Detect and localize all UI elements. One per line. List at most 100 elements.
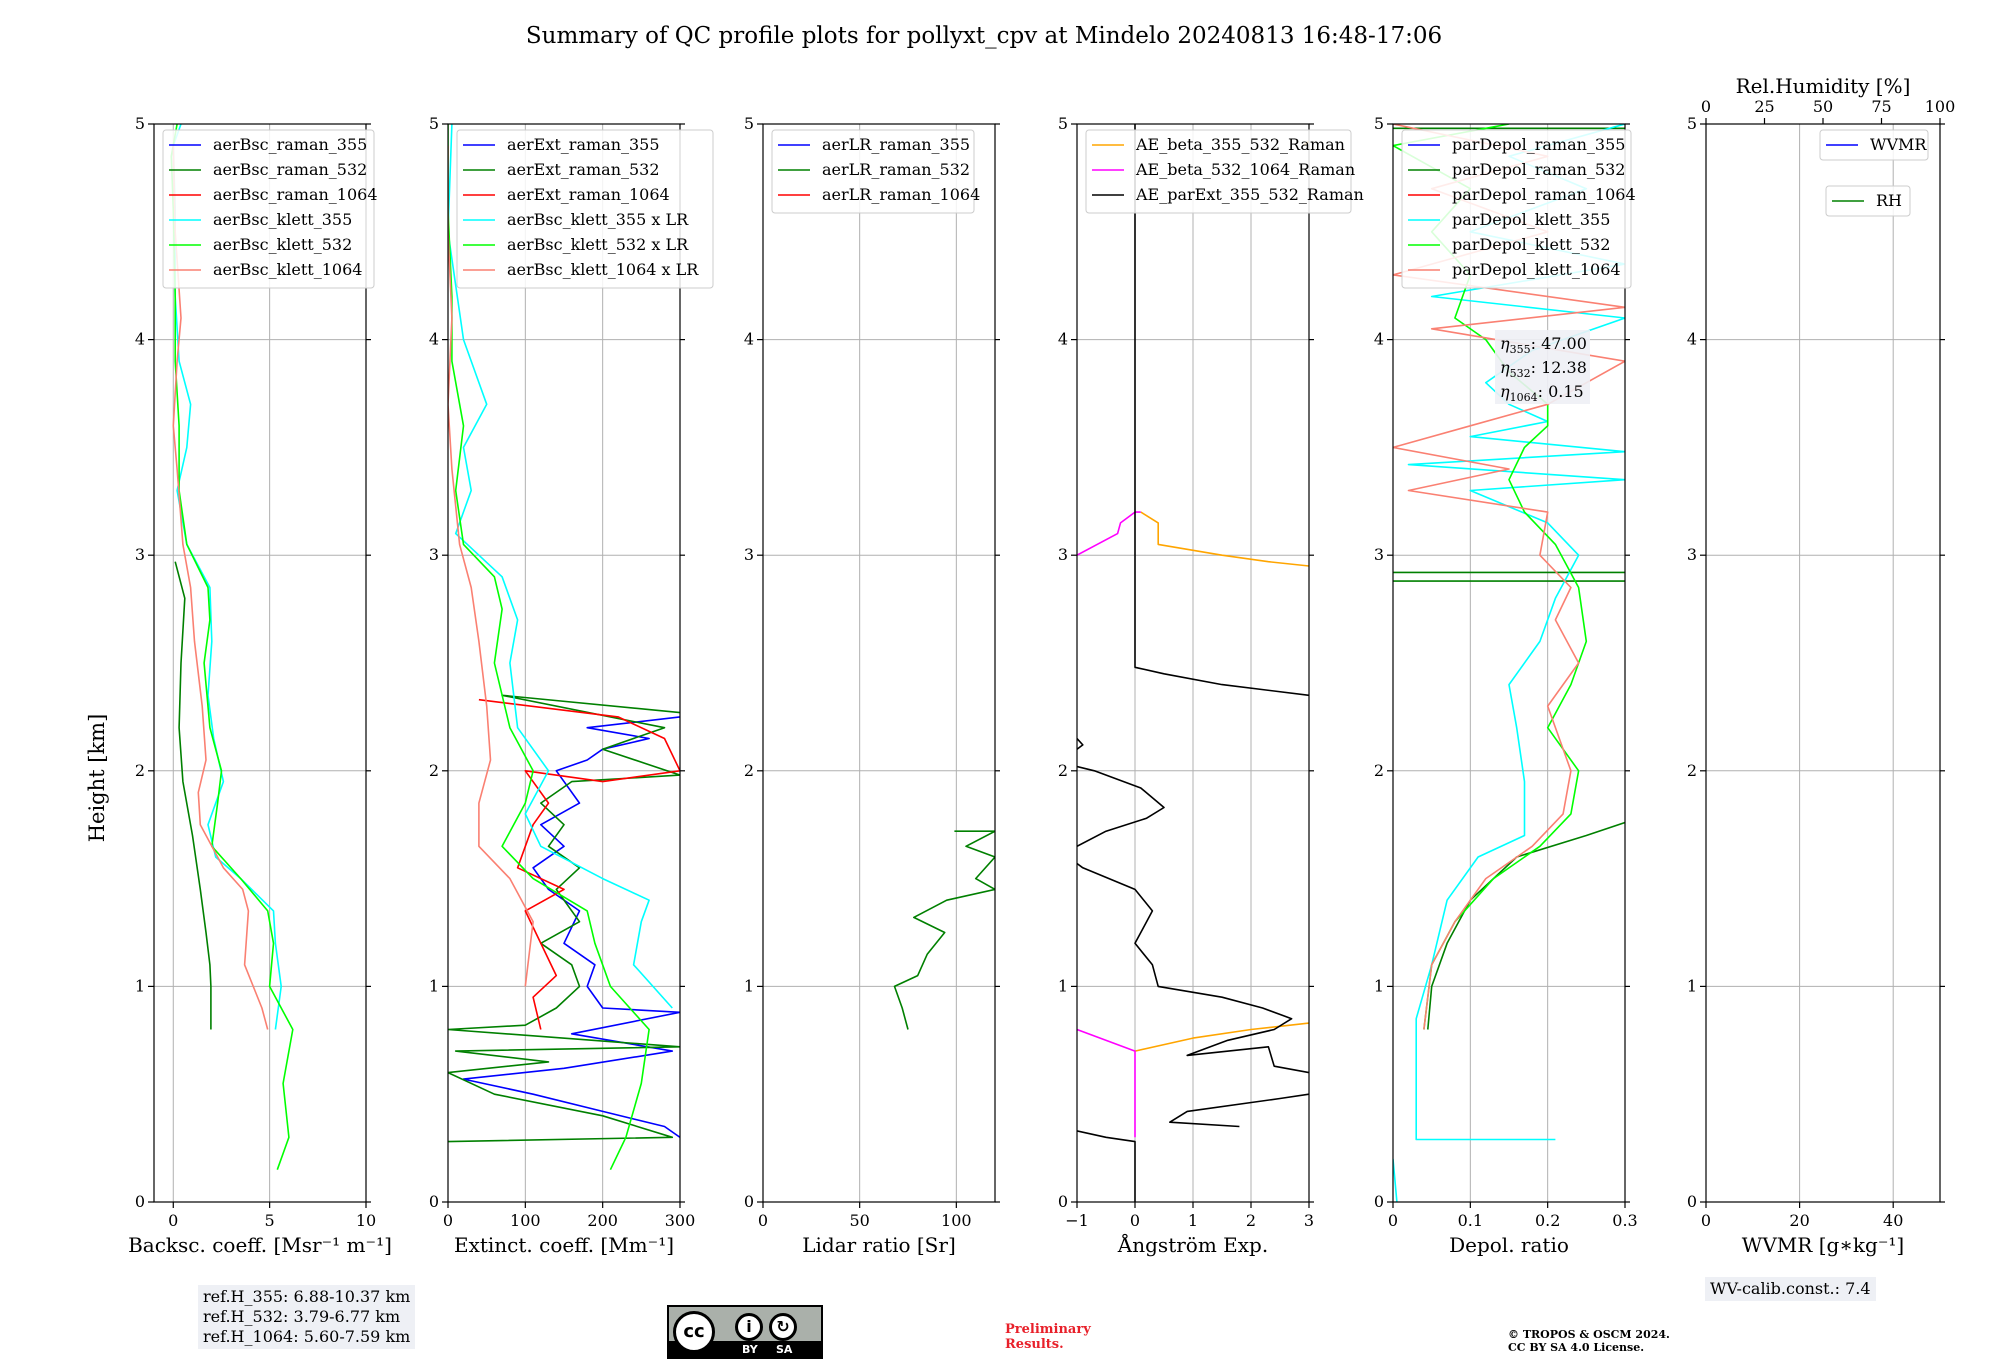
series-group [448,124,680,1171]
chart-panel-1: 0 5 10 0 1 2 3 4 5 Backsc. coeff. [Msr⁻¹ m⁻¹] aerB… [128,114,392,1257]
x-tick-label: 0 [758,1211,768,1230]
x-tick-label: 5 [265,1211,275,1230]
y-tick-label: 4 [429,330,439,349]
y-tick-label: 5 [1374,114,1384,133]
y-tick-label: 2 [1687,761,1697,780]
eta-annotation-line: η355: 47.00 [1500,334,1587,356]
y-tick-label: 0 [135,1192,145,1211]
legend-box [1085,129,1352,214]
y-tick-label: 0 [429,1192,439,1211]
legend-label-aerExt_raman_355: aerExt_raman_355 [507,135,660,154]
series-line-aerExt_raman_532 [448,694,680,1143]
y-tick-label: 0 [1374,1192,1384,1211]
y-tick-label: 3 [744,545,754,564]
y-tick-label: 3 [1687,545,1697,564]
axes-frame [1705,123,1941,1203]
legend-box [162,129,375,289]
y-tick-label: 2 [1374,761,1384,780]
ref-height-1064: ref.H_1064: 5.60-7.59 km [203,1327,411,1346]
figure-title: Summary of QC profile plots for pollyxt_… [526,23,1442,49]
series-line-aerBsc_klett_532 x LR [448,124,650,1171]
chart-panel-6: 0 20 40 0 1 2 3 4 5 WVMR [g∗kg⁻¹] 0 25 50 75 100 Rel.Hu… [1687,74,1955,1257]
series-line-aerLR_raman_532 [893,830,995,1030]
series-line-aerBsc_klett_1064 [172,145,269,1030]
series-line-aerBsc_klett_355 [172,124,282,1030]
series-line-parDepol_klett_355 [1393,124,1625,1202]
axes-frame [447,123,681,1203]
series-line-aerExt_raman_1064 [478,698,680,1030]
y-tick-label: 1 [135,976,145,995]
eta-annotation-line: η1064: 0.15 [1500,382,1584,404]
legend-label-aerLR_raman_355: aerLR_raman_355 [822,135,970,154]
preliminary-results-note: Preliminary Results. [1005,1322,1091,1352]
legend-label-aerBsc_klett_532 x LR: aerBsc_klett_532 x LR [507,235,689,254]
x-tick-label: 10 [356,1211,376,1230]
creative-commons-icon: cc [673,1311,715,1353]
legend-label-AE_beta_532_1064_Raman: AE_beta_532_1064_Raman [1135,160,1355,179]
eta-annotation-line: η532: 12.38 [1500,358,1587,380]
x-axis-label: Lidar ratio [Sr] [802,1233,956,1257]
axes-frame [1392,123,1626,1203]
license-by-label: BY [742,1343,758,1356]
ref-height-355: ref.H_355: 6.88-10.37 km [203,1287,411,1306]
wv-calibration-box: WV-calib.const.: 7.4 [1705,1277,1876,1301]
series-line-AE_beta_355_532_Raman [1134,140,1309,1052]
legend-label-WVMR: WVMR [1870,135,1927,154]
series-line-aerBsc_klett_355 x LR [448,124,673,1009]
x-tick-label: 3 [1304,1211,1314,1230]
legend-label-aerLR_raman_532: aerLR_raman_532 [822,160,970,179]
x-tick-label: 0 [168,1211,178,1230]
chart-panel-2: 0 100 200 300 0 1 2 3 4 5 Extinct. coeff. [Mm⁻¹] ae… [429,114,714,1257]
x-axis-label: Depol. ratio [1449,1233,1569,1257]
y-tick-label: 0 [1058,1192,1068,1211]
legend-label-RH: RH [1876,191,1902,210]
series-group [170,124,294,1170]
legend-label-aerBsc_klett_532: aerBsc_klett_532 [213,235,352,254]
x-tick-label: 0 [1701,1211,1711,1230]
series-line-aerBsc_klett_532 [170,124,294,1170]
legend-label-AE_parExt_355_532_Raman: AE_parExt_355_532_Raman [1135,185,1364,204]
x-axis-label: Ångström Exp. [1117,1232,1268,1257]
y-tick-label: 5 [429,114,439,133]
reference-heights-box: ref.H_355: 6.88-10.37 km ref.H_532: 3.79… [198,1285,416,1349]
ref-height-532: ref.H_532: 3.79-6.77 km [203,1307,401,1326]
y-tick-label: 3 [429,545,439,564]
y-tick-label: 2 [1058,761,1068,780]
top-axis-label: Rel.Humidity [%] [1736,74,1911,98]
y-tick-label: 4 [1687,330,1697,349]
chart-panel-5: 0 0.1 0.2 0.3 0 1 2 3 4 5 Depol. ratio parDepol_ram… [1374,114,1638,1257]
x-tick-label: 20 [1789,1211,1809,1230]
x-tick-label: 2 [1246,1211,1256,1230]
y-tick-label: 1 [1374,976,1384,995]
series-group [893,830,995,1030]
legend-label-parDepol_raman_355: parDepol_raman_355 [1452,135,1625,154]
figure-canvas: Summary of QC profile plots for pollyxt_… [85,23,1955,1257]
x-tick-label: −1 [1065,1211,1089,1230]
series-line-aerBsc_raman_532 [174,561,212,1030]
y-tick-label: 1 [1058,976,1068,995]
legend-label-parDepol_raman_532: parDepol_raman_532 [1452,160,1625,179]
y-tick-label: 0 [1687,1192,1697,1211]
legend-label-aerBsc_raman_1064: aerBsc_raman_1064 [213,185,378,204]
x-tick-label: 100 [941,1211,972,1230]
y-axis-label: Height [km] [85,714,109,843]
axes-frame [762,123,996,1203]
x-tick-label: 300 [665,1211,696,1230]
x-tick-label: 0 [443,1211,453,1230]
x-axis-label: Extinct. coeff. [Mm⁻¹] [454,1233,674,1257]
legend-label-parDepol_klett_532: parDepol_klett_532 [1452,235,1610,254]
x-tick-label: 0.3 [1612,1211,1637,1230]
series-line-aerBsc_klett_1064 x LR [448,145,534,987]
share-alike-icon: ↻ [769,1313,797,1341]
attribution-person-icon: i [735,1313,763,1341]
legend-label-aerBsc_klett_355: aerBsc_klett_355 [213,210,352,229]
legend-label-aerExt_raman_1064: aerExt_raman_1064 [507,185,670,204]
series-group [1077,124,1309,1202]
x-tick-label: 100 [510,1211,541,1230]
license-sa-label: SA [776,1343,793,1356]
y-tick-label: 2 [135,761,145,780]
cc-by-sa-license-badge: cc i ↻ BY SA [667,1305,823,1359]
legend-label-aerBsc_raman_355: aerBsc_raman_355 [213,135,367,154]
legend-box [1401,129,1632,289]
